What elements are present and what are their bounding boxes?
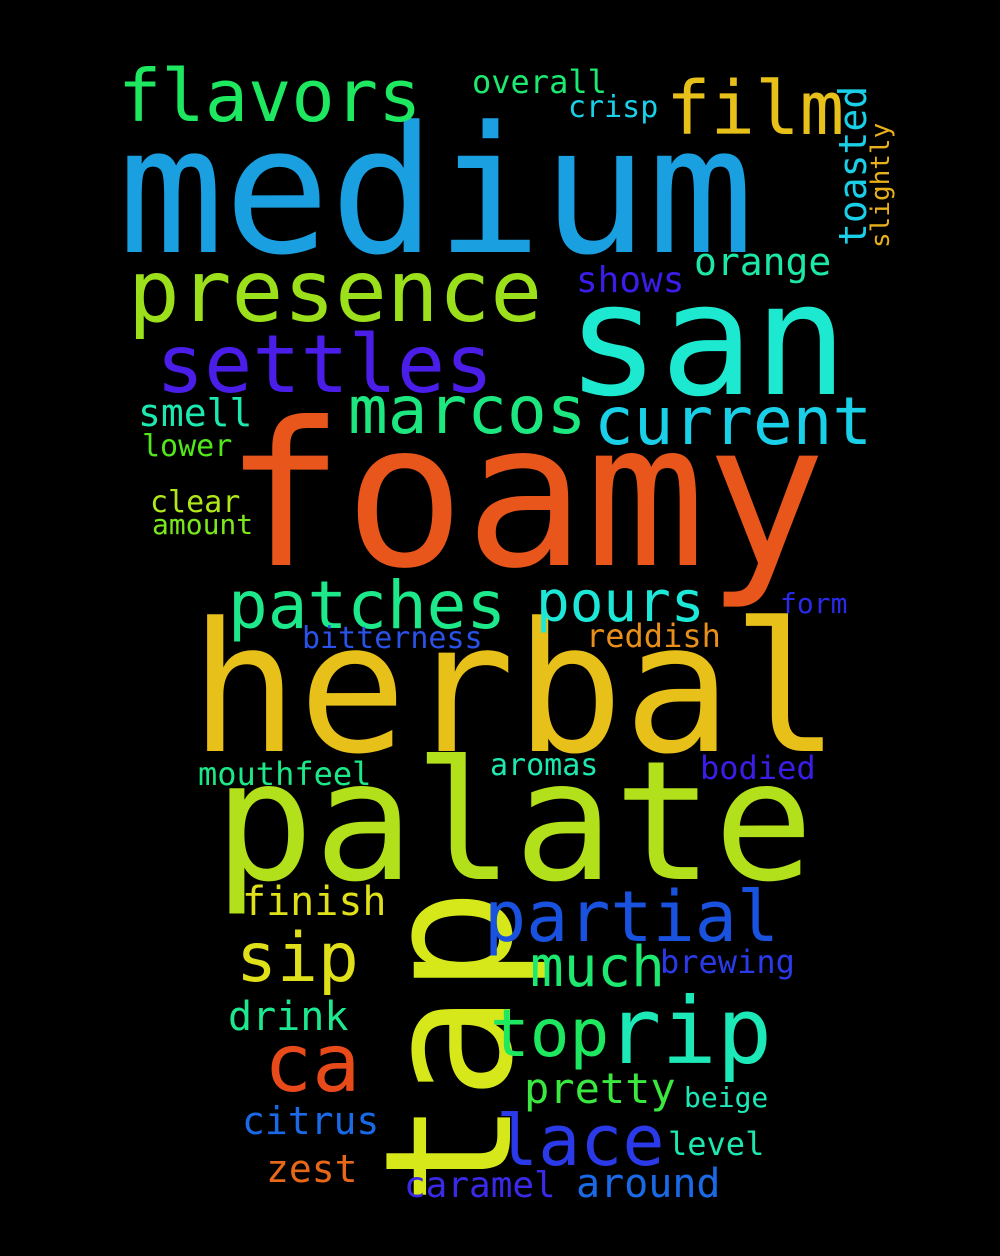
word-form: form [780,587,848,620]
word-caramel: caramel [404,1165,556,1206]
word-citrus: citrus [242,1099,380,1143]
word-current: current [594,383,873,460]
word-foamy: foamy [224,380,827,613]
word-settles: settles [156,318,494,411]
word-reddish: reddish [586,617,721,655]
word-bitterness: bitterness [302,621,483,656]
word-film: film [666,66,845,152]
word-beige: beige [684,1081,769,1114]
word-around: around [576,1161,721,1207]
word-ca: ca [264,1017,361,1110]
word-palate: palate [214,726,814,919]
word-amount: amount [152,508,254,541]
word-rip: rip [606,978,773,1085]
word-finish: finish [242,879,387,925]
word-overall: overall [472,63,607,101]
word-lower: lower [142,429,233,464]
word-medium: medium [118,89,754,294]
word-level: level [668,1125,765,1163]
word-lace: lace [496,1100,665,1182]
word-bodied: bodied [700,749,816,787]
word-patches: patches [228,567,507,644]
word-brewing: brewing [660,943,795,981]
word-drink: drink [228,994,349,1040]
word-flavors: flavors [118,54,422,138]
word-mouthfeel: mouthfeel [198,755,372,793]
word-much: much [530,935,665,1000]
word-sip: sip [236,919,359,998]
word-smell: smell [138,391,253,435]
word-marcos: marcos [348,372,587,449]
word-aromas: aromas [490,748,599,783]
word-zest: zest [266,1147,358,1191]
word-shows: shows [576,260,685,301]
word-clear: clear [150,485,241,520]
word-herbal: herbal [190,585,841,794]
word-crisp: crisp [568,90,659,125]
word-presence: presence [128,242,543,342]
word-slightly: slightly [866,122,896,248]
word-partial: partial [484,876,780,958]
word-top: top [490,995,610,1072]
word-orange: orange [694,240,832,284]
word-pours: pours [536,570,705,635]
word-pretty: pretty [524,1064,676,1113]
word-san: san [566,249,848,431]
